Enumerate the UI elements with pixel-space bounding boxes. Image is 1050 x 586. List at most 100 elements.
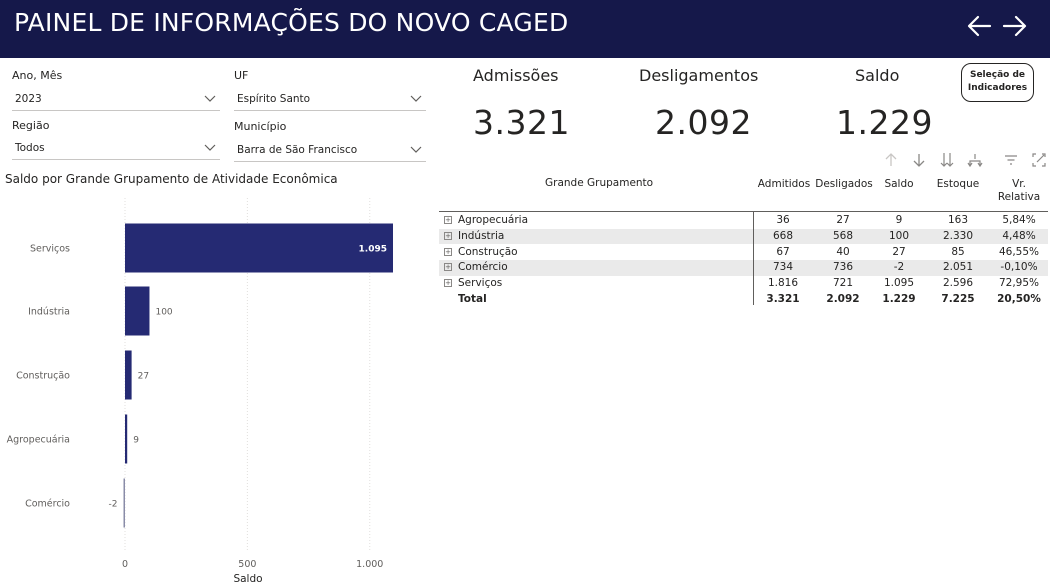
category-label: Serviços [30,244,70,255]
regiao-dropdown[interactable]: Todos [12,138,220,160]
expand-icon[interactable]: + [444,279,452,288]
data-label: 9 [133,436,139,446]
dropdown-value: 2023 [15,93,42,105]
selecao-indicadores-button[interactable]: Seleção de Indicadores [961,63,1034,102]
bar[interactable] [125,223,393,273]
table-row[interactable]: + Comércio 734 736 -2 2.051 -0,10% [439,260,1048,276]
cell-saldo: 9 [895,214,903,226]
cell-estoque: 2.596 [942,277,974,290]
cell-estoque: 2.330 [942,229,974,242]
kpi-saldo-label: Saldo [855,66,900,85]
col-header-grupamento[interactable]: Grande Grupamento [545,177,654,189]
col-header-estoque[interactable]: Estoque [936,178,980,190]
x-tick-label: 0 [122,559,128,570]
header-line: Relativa [997,191,1041,203]
kpi-saldo-value: 1.229 [836,103,933,142]
cell-estoque: 7.225 [941,293,975,305]
municipio-dropdown[interactable]: Barra de São Francisco [234,140,426,162]
expand-hierarchy-button[interactable] [967,152,983,168]
saldo-bar-chart[interactable]: 0 500 1.000 Serviços 1.095 Indústria 100 Constr… [0,192,430,586]
filter-label: Ano, Mês [12,69,63,82]
col-header-desligados[interactable]: Desligados [815,178,873,190]
filter-regiao: Região Todos [12,119,220,160]
cell-desligados: 568 [832,229,854,242]
bar[interactable] [125,286,150,336]
expand-icon[interactable]: + [444,263,452,272]
kpi-desligamentos-label: Desligamentos [639,66,759,85]
focus-mode-icon [1032,153,1046,167]
cell-grupamento: Construção [458,245,518,258]
dropdown-value: Espírito Santo [237,93,311,105]
data-label: 1.095 [359,245,387,255]
bar[interactable] [125,350,132,400]
cell-admitidos: 1.816 [767,277,799,290]
next-level-button[interactable] [939,152,955,168]
cell-saldo: -2 [893,261,905,274]
cell-estoque: 2.051 [942,261,974,274]
data-label: 100 [155,308,172,318]
cell-grupamento: Serviços [458,277,503,290]
filter-municipio: Município Barra de São Francisco [234,120,426,162]
chevron-down-icon [204,95,216,102]
cell-saldo: 27 [892,245,906,258]
arrow-up-icon [885,153,897,166]
focus-mode-button[interactable] [1031,152,1047,168]
expand-icon[interactable]: + [444,247,452,256]
table-total-row[interactable]: Total 3.321 2.092 1.229 7.225 20,50% [439,292,1048,308]
forward-button[interactable] [1000,13,1030,43]
arrow-right-icon [1002,15,1027,37]
x-tick-label: 1.000 [356,559,383,570]
cell-desligados: 40 [836,245,850,258]
cell-desligados: 736 [832,261,854,274]
bar[interactable] [125,414,128,464]
col-header-vr-relativa[interactable]: Vr. Relativa [995,178,1043,204]
filter-label: Região [12,119,50,132]
cell-grupamento: Comércio [458,261,508,274]
cell-desligados: 721 [832,277,854,290]
cell-vr: 4,48% [1002,229,1036,242]
cell-admitidos: 67 [776,245,790,258]
col-header-saldo[interactable]: Saldo [884,178,914,190]
x-axis-title: Saldo [233,573,262,585]
table-row[interactable]: + Construção 67 40 27 85 46,55% [439,245,1048,261]
cell-grupamento: Agropecuária [458,214,529,226]
button-label-line1: Seleção de [969,70,1026,80]
table-row[interactable]: + Agropecuária 36 27 9 163 5,84% [439,213,1048,229]
cell-saldo: 100 [888,229,910,242]
category-label: Indústria [28,307,70,318]
drill-up-button[interactable] [883,152,899,168]
expand-icon[interactable]: + [444,216,452,224]
header-line: Vr. [1012,178,1026,190]
category-label: Construção [16,371,70,382]
data-label: -2 [109,500,118,510]
cell-estoque: 85 [951,245,965,258]
cell-vr: 20,50% [997,293,1041,305]
column-divider [753,212,754,305]
page-title: PAINEL DE INFORMAÇÕES DO NOVO CAGED [14,8,569,37]
filter-label: UF [234,69,249,82]
cell-grupamento: Indústria [458,229,505,242]
cell-vr: -0,10% [1000,261,1038,274]
filter-button[interactable] [1003,152,1019,168]
arrow-left-icon [967,15,992,37]
table-row[interactable]: + Indústria 668 568 100 2.330 4,48% [439,228,1048,245]
x-tick-label: 500 [238,559,256,570]
category-label: Comércio [25,499,70,510]
expand-icon[interactable]: + [444,231,452,240]
cell-estoque: 163 [947,214,969,226]
uf-dropdown[interactable]: Espírito Santo [234,89,426,111]
hierarchy-icon [967,154,983,168]
table-row[interactable]: + Serviços 1.816 721 1.095 2.596 72,95% [439,276,1048,292]
cell-grupamento: Total [458,293,487,305]
drill-down-button[interactable] [911,152,927,168]
kpi-desligamentos-value: 2.092 [655,103,752,142]
chevron-down-icon [204,144,216,151]
col-header-admitidos[interactable]: Admitidos [757,178,811,190]
cell-admitidos: 668 [772,229,794,242]
ano-mes-dropdown[interactable]: 2023 [12,89,220,111]
bar[interactable] [123,478,126,528]
kpi-admissoes-value: 3.321 [473,103,570,142]
category-label: Agropecuária [7,435,70,446]
cell-vr: 46,55% [998,245,1040,258]
back-button[interactable] [964,13,994,43]
